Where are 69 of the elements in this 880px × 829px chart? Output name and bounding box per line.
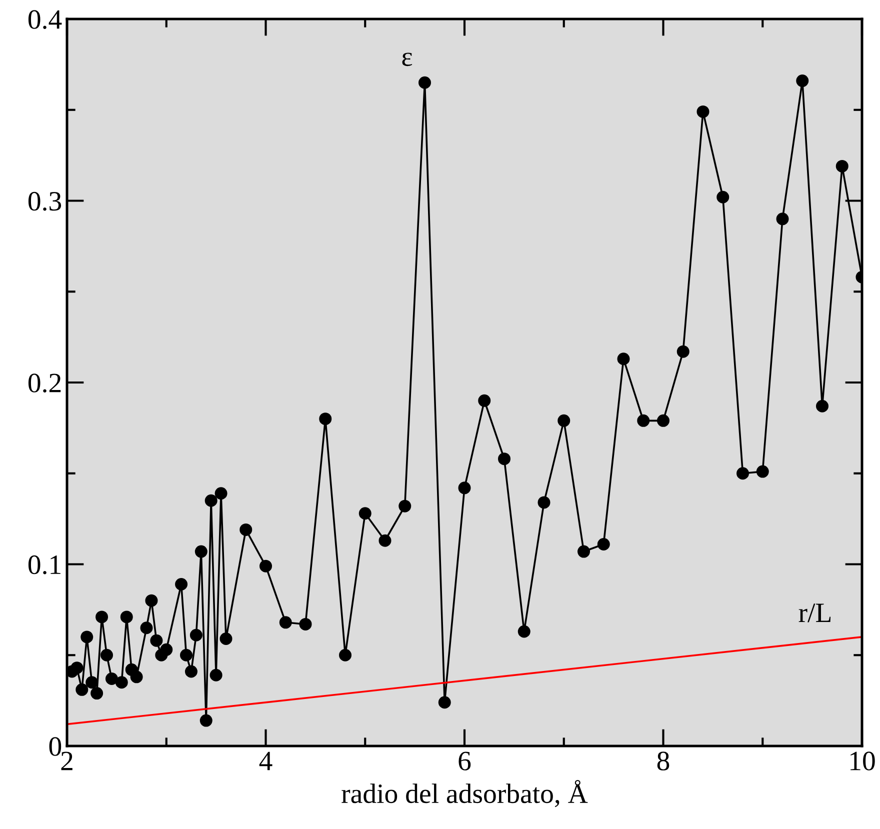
point [816,400,828,412]
series-label: ε [402,52,412,66]
point [180,648,192,662]
point [200,714,212,727]
point [100,648,113,662]
point [776,212,789,226]
point [90,687,104,700]
point [578,545,590,558]
point [597,538,610,551]
point [498,452,510,466]
y-tick-label: 0.3 [28,192,62,211]
point [184,665,198,678]
point [150,634,163,647]
point [220,632,232,646]
point [96,610,108,624]
point [115,676,128,689]
point [558,414,570,427]
x-tick-label: 2 [61,752,72,770]
x-tick-label: 6 [458,752,471,770]
x-tick-label: 8 [657,752,670,770]
series-label: r/L [798,604,831,622]
point [538,496,550,509]
x-tick-label: 4 [259,752,272,770]
y-tick-label: 0.1 [28,555,60,574]
point [145,594,158,607]
point [204,494,218,507]
point [299,618,312,630]
point [190,628,202,642]
point [637,414,650,427]
point [716,190,730,204]
x-axis-title: radio del adsorbato, Å [342,780,588,808]
point [418,76,431,89]
point [398,500,412,512]
y-tick-label: 0.4 [28,10,62,30]
point [756,465,769,478]
point [378,534,392,547]
point [796,74,809,88]
point [240,523,252,536]
point [210,668,222,682]
point [214,487,228,500]
point [478,394,491,407]
point [617,352,630,366]
y-tick-label: 0 [49,737,62,756]
point [160,643,173,656]
point [80,630,94,644]
point [836,160,848,172]
point [105,672,118,686]
point [70,662,84,674]
point [140,622,153,634]
point [339,648,352,662]
point [260,560,272,572]
point [676,345,690,358]
point [657,414,670,427]
point [130,670,143,684]
point [120,610,133,624]
point [358,507,372,520]
point [518,625,530,638]
point [194,545,208,558]
point [279,616,292,629]
point [319,412,332,426]
point [175,578,188,590]
point [76,683,88,696]
point [696,105,710,118]
point [736,467,749,480]
point [438,696,451,709]
x-tick-label: 10 [850,752,875,770]
point [458,482,471,494]
point [86,676,98,689]
y-tick-label: 0.2 [28,374,61,393]
